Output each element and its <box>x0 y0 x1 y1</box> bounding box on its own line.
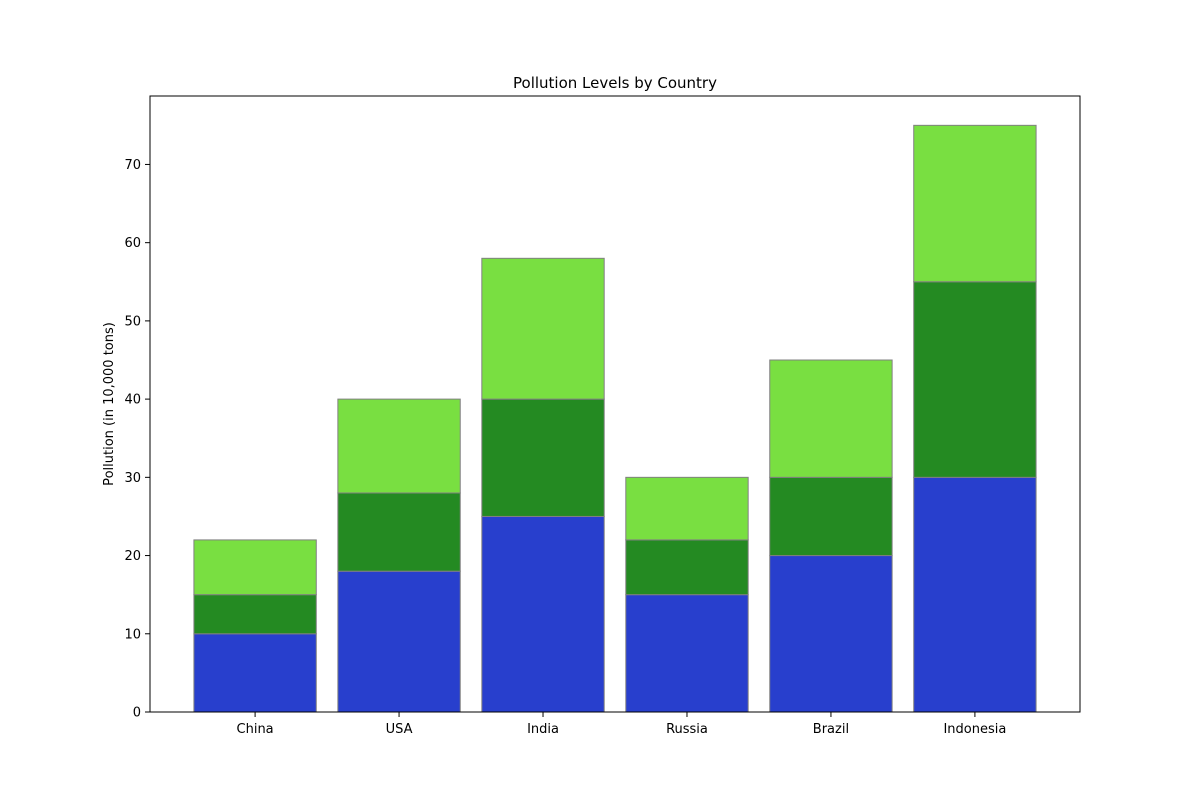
x-axis-ticks: China USA India Russia Brazil Indonesia <box>237 712 1006 737</box>
chart-title: Pollution Levels by Country <box>513 74 717 92</box>
bar-china-segment-3 <box>193 539 317 596</box>
bar-indonesia-segment-3 <box>913 124 1037 283</box>
bar-india-segment-1 <box>481 515 605 713</box>
bar-china-segment-1 <box>193 633 317 713</box>
y-axis-label: Pollution (in 10,000 tons) <box>102 322 117 486</box>
bar-usa-segment-2 <box>337 492 461 572</box>
bar-usa-segment-3 <box>337 398 461 494</box>
x-tick-label: USA <box>386 722 413 737</box>
bar-brazil-segment-1 <box>769 555 893 713</box>
y-tick-label: 30 <box>124 471 141 486</box>
bar-russia-segment-2 <box>625 539 749 596</box>
bars-layer <box>193 124 1037 713</box>
y-tick-label: 60 <box>124 236 141 251</box>
x-tick-label: Indonesia <box>943 722 1006 737</box>
x-tick-label: Brazil <box>813 722 849 737</box>
bar-russia-segment-1 <box>625 594 749 713</box>
bar-usa-segment-1 <box>337 570 461 713</box>
bar-indonesia-segment-2 <box>913 281 1037 478</box>
bar-indonesia-segment-1 <box>913 476 1037 713</box>
x-tick-label: China <box>237 722 274 737</box>
bar-brazil-segment-3 <box>769 359 893 478</box>
bar-india-segment-3 <box>481 257 605 400</box>
y-tick-label: 0 <box>133 706 141 721</box>
plot-frame <box>149 95 1081 713</box>
bar-brazil-segment-2 <box>769 476 893 557</box>
y-tick-label: 10 <box>124 627 141 642</box>
y-axis-ticks: 0 10 20 30 40 50 60 70 <box>124 158 150 721</box>
y-tick-label: 20 <box>124 549 141 564</box>
bar-india-segment-2 <box>481 398 605 517</box>
bar-china-segment-2 <box>193 594 317 635</box>
y-tick-label: 70 <box>124 158 141 173</box>
bar-russia-segment-3 <box>625 476 749 541</box>
x-tick-label: India <box>527 722 559 737</box>
y-tick-label: 50 <box>124 314 141 329</box>
x-tick-label: Russia <box>666 722 708 737</box>
y-tick-label: 40 <box>124 393 141 408</box>
